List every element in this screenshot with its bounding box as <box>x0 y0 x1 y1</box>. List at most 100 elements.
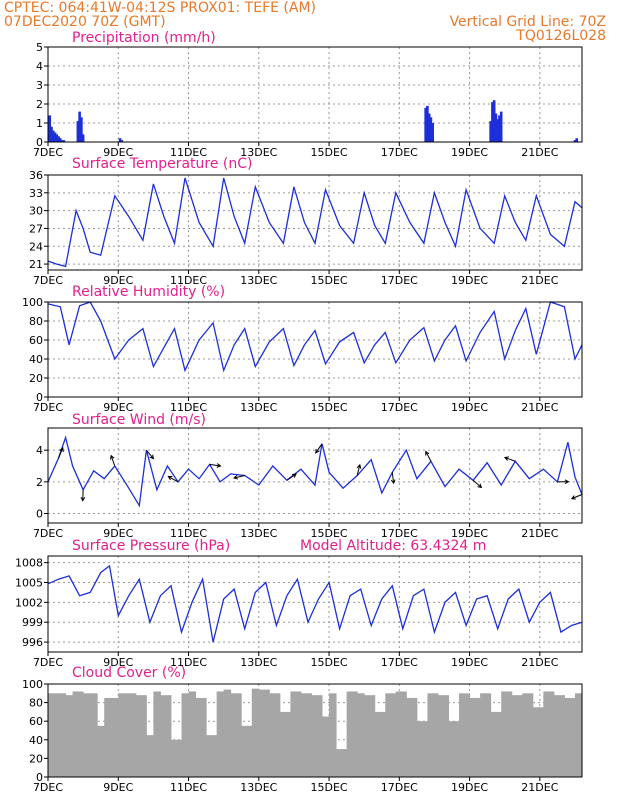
y-tick-label: 27 <box>29 222 43 235</box>
y-tick-label: 1008 <box>15 557 43 570</box>
wind-direction-arrow <box>472 479 483 489</box>
humidity-series-line <box>47 301 583 373</box>
cloud-cover-column <box>543 691 555 777</box>
precip-bar <box>76 121 80 142</box>
cloud-cover-column <box>406 697 418 777</box>
y-tick-label: 60 <box>29 334 43 347</box>
cloud-cover-column <box>206 735 218 777</box>
wind-direction-arrow <box>110 454 116 467</box>
y-tick-label: 20 <box>29 372 43 385</box>
cloud-cover-column <box>135 695 147 777</box>
precip-bar <box>57 136 60 142</box>
cloud-cover-column <box>574 693 583 777</box>
cloud-cover-column <box>522 693 534 777</box>
cloud-cover-column <box>97 725 105 777</box>
y-tick-label: 3 <box>36 79 43 92</box>
x-tick-label: 9DEC <box>103 274 133 287</box>
model-altitude-label: Model Altitude: 63.4324 m <box>300 538 486 554</box>
panel-title-humidity: Relative Humidity (%) <box>72 284 225 300</box>
x-tick-label: 11DEC <box>170 527 207 540</box>
cloud-cover-column <box>269 693 281 777</box>
x-tick-label: 11DEC <box>170 401 207 414</box>
wind-direction-arrow <box>315 443 323 454</box>
panel-frame-pressure <box>47 555 583 653</box>
cloud-cover-column <box>437 695 449 777</box>
precip-bar <box>120 140 124 142</box>
x-tick-label: 11DEC <box>170 146 207 159</box>
x-tick-label: 9DEC <box>103 656 133 669</box>
x-tick-label: 9DEC <box>103 781 133 794</box>
panel-frame-cloud <box>47 683 583 778</box>
cloud-cover-column <box>146 735 154 777</box>
wind-direction-arrow <box>167 475 179 483</box>
precip-bar <box>573 140 577 142</box>
x-tick-label: 7DEC <box>33 527 63 540</box>
cloud-cover-column <box>216 691 225 777</box>
cloud-cover-column <box>118 693 137 777</box>
precip-bar <box>427 113 431 142</box>
x-tick-label: 13DEC <box>240 401 277 414</box>
cloud-cover-column <box>427 693 439 777</box>
precip-bar <box>499 111 503 142</box>
panel-frame-wind <box>47 427 583 524</box>
x-tick-label: 21DEC <box>521 274 558 287</box>
x-tick-label: 15DEC <box>310 401 347 414</box>
x-tick-label: 7DEC <box>33 781 63 794</box>
cloud-cover-column <box>170 739 182 777</box>
y-tick-label: 5 <box>36 41 43 54</box>
precip-bar <box>489 121 492 142</box>
x-tick-label: 13DEC <box>240 146 277 159</box>
cloud-cover-column <box>223 689 232 777</box>
y-tick-label: 4 <box>36 60 43 73</box>
cloud-cover-column <box>374 711 386 777</box>
wind-direction-arrow <box>390 472 396 485</box>
precip-bar <box>118 138 122 142</box>
cloud-cover-column <box>241 725 253 777</box>
x-tick-label: 19DEC <box>451 401 488 414</box>
cloud-cover-column <box>564 697 576 777</box>
y-tick-label: 1 <box>36 117 43 130</box>
cloud-cover-column <box>511 695 523 777</box>
pressure-series-line <box>47 564 583 643</box>
x-tick-label: 9DEC <box>103 146 133 159</box>
x-tick-label: 7DEC <box>33 146 63 159</box>
x-tick-label: 21DEC <box>521 781 558 794</box>
wind-direction-arrow <box>356 463 362 476</box>
x-tick-label: 13DEC <box>240 274 277 287</box>
x-tick-label: 19DEC <box>451 274 488 287</box>
precip-bar <box>431 123 434 142</box>
cloud-cover-column <box>346 691 358 777</box>
y-tick-label: 80 <box>29 697 43 710</box>
precip-bar <box>60 140 64 142</box>
precip-bar <box>51 130 55 142</box>
panel-frame-humidity <box>47 301 583 398</box>
cloud-cover-column <box>336 749 348 777</box>
x-tick-label: 17DEC <box>381 146 418 159</box>
header-station-line: CPTEC: 064:41W-04:12S PROX01: TEFE (AM) <box>4 0 316 16</box>
precip-bar <box>55 134 59 142</box>
wind-series-line <box>47 435 583 508</box>
precip-bar <box>429 117 433 142</box>
x-tick-label: 11DEC <box>170 781 207 794</box>
y-tick-label: 4 <box>36 444 43 457</box>
y-tick-label: 2 <box>36 98 43 111</box>
y-tick-label: 0 <box>36 136 43 149</box>
x-tick-label: 17DEC <box>381 401 418 414</box>
cloud-cover-column <box>416 721 428 777</box>
y-tick-label: 80 <box>29 315 43 328</box>
x-tick-label: 21DEC <box>521 401 558 414</box>
precip-bar <box>426 105 429 142</box>
x-tick-label: 9DEC <box>103 401 133 414</box>
cloud-cover-column <box>459 693 471 777</box>
x-tick-label: 21DEC <box>521 656 558 669</box>
cloud-cover-column <box>448 721 460 777</box>
cloud-cover-column <box>385 693 397 777</box>
y-tick-label: 1002 <box>15 596 43 609</box>
panel-title-pressure: Surface Pressure (hPa) <box>72 538 230 554</box>
x-tick-label: 11DEC <box>170 274 207 287</box>
x-tick-label: 15DEC <box>310 781 347 794</box>
y-tick-label: 1005 <box>15 576 43 589</box>
precip-bar <box>498 115 501 142</box>
y-tick-label: 60 <box>29 715 43 728</box>
